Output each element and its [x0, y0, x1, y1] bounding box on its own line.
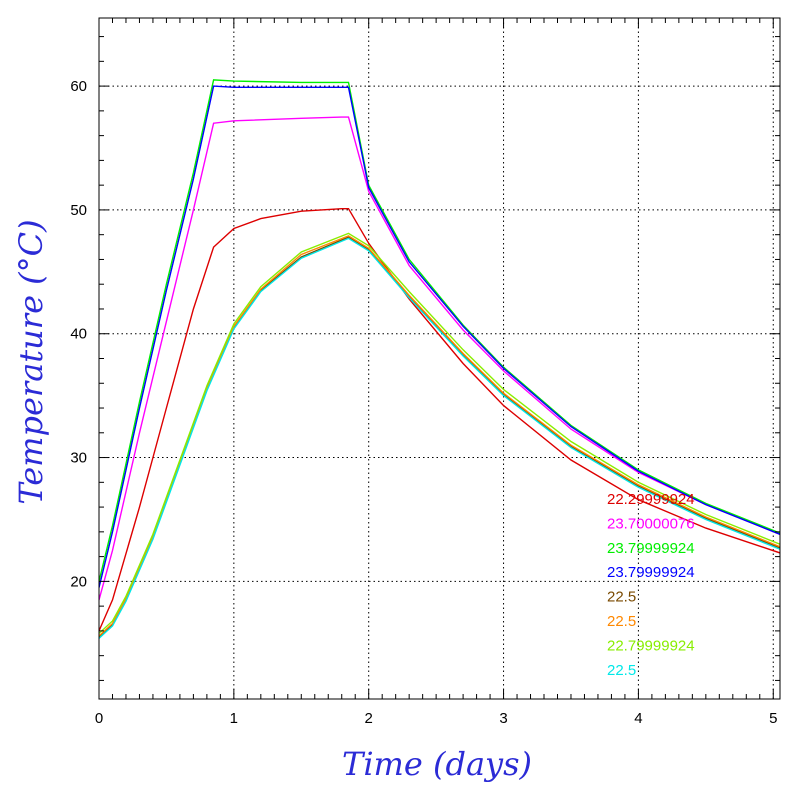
y-axis-title: Temperature (°C)	[12, 219, 50, 504]
series-line-8	[99, 237, 780, 639]
legend-entry-3: 23.79999924	[607, 540, 695, 557]
legend-entry-7: 22.79999924	[607, 637, 695, 654]
x-tick-label: 0	[95, 710, 103, 727]
y-tick-label: 20	[70, 573, 87, 590]
legend-entry-5: 22.5	[607, 589, 636, 606]
series-line-6	[99, 235, 780, 637]
x-axis-title: Time (days)	[342, 745, 532, 783]
x-tick-label: 1	[230, 710, 238, 727]
series-line-1	[99, 207, 780, 632]
legend-entry-4: 23.79999924	[607, 564, 695, 581]
legend-entry-6: 22.5	[607, 613, 636, 630]
y-tick-labels: 20 30 40 50 60	[70, 78, 87, 590]
x-tick-label: 4	[634, 710, 642, 727]
legend-entry-1: 22.29999924	[607, 491, 695, 508]
legend: 22.29999924 23.70000076 23.79999924 23.7999…	[607, 491, 695, 679]
x-tick-label: 3	[499, 710, 507, 727]
series-line-7	[99, 232, 780, 634]
y-tick-label: 40	[70, 326, 87, 343]
x-tick-label: 5	[769, 710, 777, 727]
x-tick-label: 2	[365, 710, 373, 727]
y-tick-label: 30	[70, 450, 87, 467]
tick-layer	[98, 18, 780, 699]
series-line-4	[99, 85, 780, 588]
series-line-2	[99, 116, 780, 601]
legend-entry-8: 22.5	[607, 662, 636, 679]
x-tick-labels: 0 1 2 3 4 5	[95, 710, 778, 727]
y-tick-label: 60	[70, 78, 87, 95]
series-layer	[99, 79, 780, 639]
series-line-3	[99, 79, 780, 582]
y-tick-label: 50	[70, 202, 87, 219]
legend-entry-2: 23.70000076	[607, 515, 695, 532]
